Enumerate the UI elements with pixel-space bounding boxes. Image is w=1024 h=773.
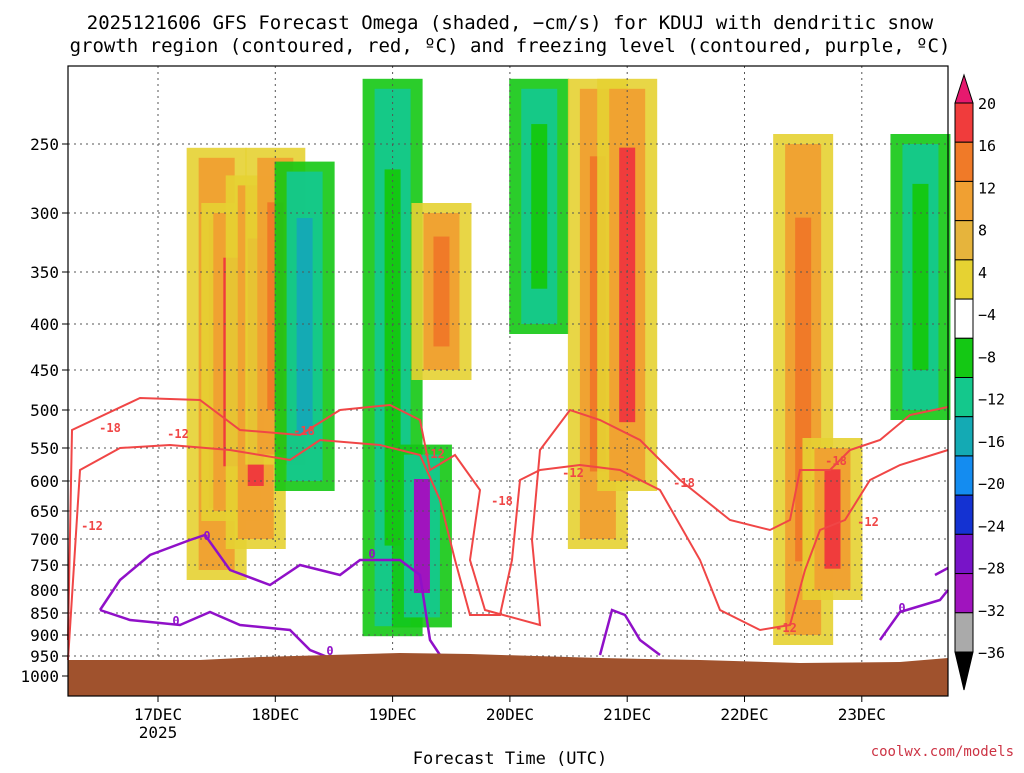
colorbar-tick-label: −20	[978, 475, 1005, 493]
colorbar-swatch	[954, 298, 974, 339]
y-tick-label: 1000	[20, 667, 59, 686]
omega-cell-core	[296, 218, 313, 435]
colorbar-swatch	[954, 573, 974, 614]
freezing-level-label: 0	[172, 614, 179, 628]
colorbar-tick-label: −8	[978, 348, 996, 366]
y-tick-label: 950	[30, 647, 59, 666]
omega-cell-core	[824, 469, 841, 569]
colorbar-tick-label: −12	[978, 391, 1005, 409]
y-tick-label: 600	[30, 472, 59, 491]
plot-frame	[67, 65, 949, 697]
colorbar-tick-label: −24	[978, 517, 1005, 535]
freezing-level-label: 0	[326, 644, 333, 658]
freezing-level-label: 0	[203, 529, 210, 543]
dgz-contour-minus12	[67, 438, 949, 661]
colorbar-swatch	[954, 337, 974, 378]
colorbar-swatch	[954, 141, 974, 182]
chart-title-line1: 2025121606 GFS Forecast Omega (shaded, −…	[87, 12, 934, 34]
colorbar-swatch	[954, 102, 974, 143]
colorbar-swatch	[954, 612, 974, 653]
colorbar-tick-label: −28	[978, 560, 1005, 578]
dgz-contour-minus18	[67, 396, 949, 641]
dgz-contour-label: -18	[673, 476, 695, 490]
y-tick-label: 750	[30, 556, 59, 575]
x-tick-label: 17DEC	[134, 705, 182, 724]
y-tick-label: 650	[30, 502, 59, 521]
colorbar-tick-label: 16	[978, 137, 996, 155]
omega-cell-core	[433, 236, 450, 347]
colorbar-tick-label: −32	[978, 602, 1005, 620]
colorbar-tick-label: 4	[978, 264, 987, 282]
dgz-contour-label: -18	[825, 454, 847, 468]
colorbar-tick-label: −36	[978, 644, 1005, 662]
dgz-contour-label: -12	[857, 515, 879, 529]
dgz-contour-label: -12	[562, 466, 584, 480]
freezing-level-contour	[598, 608, 661, 656]
y-tick-label: 700	[30, 530, 59, 549]
dgz-contour-label: -18	[293, 424, 315, 438]
omega-cell-core	[619, 147, 636, 423]
terrain-mask	[68, 653, 948, 696]
x-tick-label: 22DEC	[720, 705, 768, 724]
y-tick-label: 550	[30, 439, 59, 458]
colorbar-tick-label: 8	[978, 222, 987, 240]
dgz-contour-label: -12	[167, 427, 189, 441]
dgz-contour-label: -12	[423, 447, 445, 461]
freezing-level-contour	[98, 533, 442, 656]
colorbar-swatch	[954, 494, 974, 535]
colorbar-swatch	[954, 220, 974, 261]
y-tick-label: 500	[30, 401, 59, 420]
x-tick-label: 21DEC	[603, 705, 651, 724]
y-tick-label: 300	[30, 204, 59, 223]
y-tick-label: 850	[30, 604, 59, 623]
colorbar-top-arrow	[954, 73, 974, 104]
dgz-contour-label: -18	[99, 421, 121, 435]
dgz-contour-label: -12	[775, 621, 797, 635]
chart-title-line2: growth region (contoured, red, ºC) and f…	[70, 35, 951, 57]
freezing-level-contour	[99, 608, 331, 660]
x-tick-label: 19DEC	[369, 705, 417, 724]
y-tick-label: 400	[30, 315, 59, 334]
x-tick-sublabel: 2025	[139, 723, 178, 742]
colorbar: 20 16 12 8 4 −4 −8 −12 −16 −20 −24 −28 −32 −36	[954, 73, 1005, 691]
colorbar-swatch	[954, 533, 974, 575]
freezing-level-label: 0	[898, 601, 905, 615]
freezing-level-label: 0	[368, 547, 375, 561]
x-tick-label: 23DEC	[838, 705, 886, 724]
y-tick-label: 250	[30, 135, 59, 154]
colorbar-tick-label: −4	[978, 306, 996, 324]
freezing-level-contour	[934, 566, 949, 577]
colorbar-swatch	[954, 377, 974, 418]
dgz-contour-label: -18	[491, 494, 513, 508]
colorbar-bottom-arrow	[954, 651, 974, 691]
x-axis-label: Forecast Time (UTC)	[413, 749, 607, 768]
colorbar-tick-label: 12	[978, 179, 996, 197]
colorbar-swatch	[954, 416, 974, 457]
colorbar-swatch	[954, 180, 974, 222]
colorbar-swatch	[954, 259, 974, 300]
y-tick-label: 350	[30, 263, 59, 282]
x-tick-label: 20DEC	[486, 705, 534, 724]
colorbar-swatch	[954, 455, 974, 496]
colorbar-tick-label: 20	[978, 95, 996, 113]
omega-cell-core	[912, 183, 929, 371]
y-tick-label: 900	[30, 626, 59, 645]
plot-area: -18 -12 -18 -12 -18 -12 -18 -12 -18 -12 -12 0 0 0 0 0 25…	[20, 65, 951, 742]
colorbar-tick-label: −16	[978, 433, 1005, 451]
y-tick-label: 800	[30, 581, 59, 600]
x-tick-label: 18DEC	[251, 705, 299, 724]
freezing-level-contour	[878, 589, 949, 641]
omega-cell-core	[531, 124, 548, 289]
dgz-contour-label: -12	[81, 519, 103, 533]
omega-cell-core	[413, 479, 430, 593]
y-tick-label: 450	[30, 361, 59, 380]
watermark: coolwx.com/models	[871, 744, 1014, 760]
